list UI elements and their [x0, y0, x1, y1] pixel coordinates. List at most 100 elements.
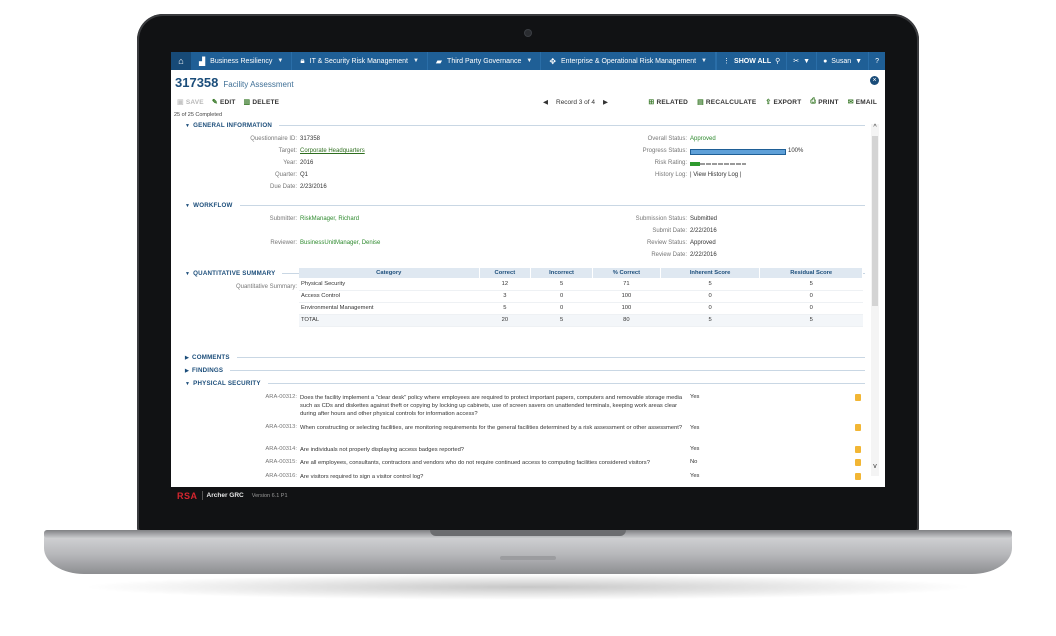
field-label: Due Date: [269, 184, 297, 190]
collapse-icon: ▼ [185, 380, 191, 387]
cell-residual: 0 [759, 290, 863, 303]
field-label: Review Status: [646, 240, 687, 246]
field-reviewer: Reviewer: BusinessUnitManager, Denise [211, 240, 380, 246]
scroll-down-icon[interactable]: v [873, 463, 877, 470]
recalculate-button[interactable]: ▤ RECALCULATE [697, 98, 757, 107]
field-label: Review Date: [651, 252, 687, 258]
nav-label: Third Party Governance [447, 57, 522, 65]
nav-enterprise-risk[interactable]: ✥ Enterprise & Operational Risk Manageme… [541, 52, 716, 70]
trash-icon: ▥ [243, 99, 251, 106]
question-answer: Yes [690, 394, 700, 400]
more-icon: ⋮ [723, 58, 731, 65]
scroll-thumb[interactable] [872, 136, 878, 306]
edit-button[interactable]: ✎ EDIT [212, 98, 236, 107]
save-icon: ▣ [177, 99, 184, 106]
column-header[interactable]: Inherent Score [660, 268, 761, 278]
footer-divider [201, 491, 203, 500]
question-answer: Yes [690, 473, 700, 479]
field-label: Year: [283, 160, 297, 166]
field-target: Target: Corporate Headquarters [211, 148, 365, 154]
risk-level-segment [690, 162, 700, 166]
section-title: QUANTITATIVE SUMMARY [193, 270, 276, 277]
column-header[interactable]: Incorrect [530, 268, 593, 278]
scroll-up-icon[interactable]: ^ [873, 124, 877, 131]
question-id[interactable]: ARA-00313: [265, 424, 297, 430]
prev-record-icon[interactable]: ◀ [543, 99, 548, 106]
note-icon[interactable] [855, 394, 861, 401]
note-icon[interactable] [855, 473, 861, 480]
home-button[interactable]: ⌂ [171, 52, 191, 70]
tools-button[interactable]: ✂ ▼ [786, 52, 816, 70]
field-label: Submit Date: [652, 228, 687, 234]
user-menu[interactable]: ● Susan ▼ [816, 52, 868, 70]
email-button[interactable]: ✉ EMAIL [848, 98, 877, 107]
related-button[interactable]: ⊞ RELATED [648, 98, 688, 107]
nav-business-resiliency[interactable]: ▟ Business Resiliency ▼ [191, 52, 293, 70]
submitter-link[interactable]: RiskManager, Richard [300, 216, 360, 222]
field-year: Year: 2016 [211, 160, 313, 166]
section-workflow[interactable]: ▼ WORKFLOW [185, 202, 865, 209]
camera-icon [525, 30, 531, 36]
field-overall-status: Overall Status: Approved [601, 136, 716, 142]
save-button[interactable]: ▣ SAVE [177, 98, 204, 107]
section-physical-security[interactable]: ▼ PHYSICAL SECURITY [185, 380, 865, 387]
question-row: ARA-00312: Does the facility implement a… [231, 394, 871, 418]
export-button[interactable]: ⇪ EXPORT [765, 98, 801, 107]
question-answer: Yes [690, 425, 700, 431]
column-header[interactable]: % Correct [592, 268, 661, 278]
field-questionnaire-id: Questionnaire ID: 317358 [211, 136, 320, 142]
print-button[interactable]: ⎙ PRINT [810, 98, 838, 106]
export-icon: ⇪ [765, 99, 772, 106]
question-text: When constructing or selecting facilitie… [300, 425, 683, 431]
recalculate-label: RECALCULATE [705, 98, 757, 106]
question-text: Are individuals not properly displaying … [300, 447, 465, 453]
section-findings[interactable]: ▶ FINDINGS [185, 367, 865, 374]
section-general[interactable]: ▼ GENERAL INFORMATION [185, 122, 865, 129]
field-value: Approved [690, 136, 716, 142]
app-footer: RSA Archer GRC Version 6.1 P1 [171, 487, 885, 504]
delete-button[interactable]: ▥ DELETE [243, 98, 280, 107]
column-header[interactable]: Category [299, 268, 480, 278]
tools-icon: ✂ [793, 58, 800, 65]
cell-pct: 71 [592, 278, 661, 291]
nav-third-party[interactable]: ▰ Third Party Governance ▼ [428, 52, 542, 70]
question-id[interactable]: ARA-00312: [265, 394, 297, 400]
calculator-icon: ▤ [697, 99, 704, 106]
history-log-link[interactable]: | View History Log | [690, 172, 742, 178]
cell-correct: 20 [479, 314, 531, 327]
field-risk-rating: Risk Rating: [601, 160, 746, 166]
close-icon[interactable]: × [870, 76, 879, 85]
target-link[interactable]: Corporate Headquarters [300, 148, 365, 154]
collapse-icon: ▼ [185, 270, 191, 277]
note-icon[interactable] [855, 446, 861, 453]
note-icon[interactable] [855, 424, 861, 431]
section-comments[interactable]: ▶ COMMENTS [185, 354, 865, 361]
content-scrollbar[interactable]: ^ v [871, 124, 879, 476]
table-row: Physical Security 12 5 71 5 5 [299, 278, 863, 291]
column-header[interactable]: Residual Score [759, 268, 863, 278]
field-label: Submission Status: [635, 216, 687, 222]
note-icon[interactable] [855, 459, 861, 466]
nav-it-security[interactable]: 🔒︎ IT & Security Risk Management ▼ [292, 52, 428, 70]
next-record-icon[interactable]: ▶ [603, 99, 609, 106]
reviewer-link[interactable]: BusinessUnitManager, Denise [300, 240, 381, 246]
field-submit-date: Submit Date: 2/22/2016 [601, 228, 716, 234]
field-due-date: Due Date: 2/23/2016 [211, 184, 327, 190]
field-label: Submitter: [269, 216, 297, 222]
field-label: Target: [278, 148, 297, 154]
show-all-button[interactable]: ⋮ SHOW ALL ⚲ [716, 52, 786, 70]
question-id[interactable]: ARA-00315: [265, 459, 297, 465]
question-id[interactable]: ARA-00316: [265, 473, 297, 479]
field-submission-status: Submission Status: Submitted [601, 216, 717, 222]
quant-summary-table: Category Correct Incorrect % Correct Inh… [299, 268, 863, 327]
nav-label: Enterprise & Operational Risk Management [561, 57, 697, 65]
truck-icon: ▰ [435, 56, 443, 66]
nav-label: IT & Security Risk Management [309, 57, 408, 65]
chevron-down-icon: ▼ [855, 57, 863, 65]
section-quantitative[interactable]: ▼ QUANTITATIVE SUMMARY [185, 270, 865, 277]
field-progress-status: Progress Status: 100% [601, 148, 803, 155]
help-button[interactable]: ? [868, 52, 885, 70]
cell-incorrect: 5 [530, 314, 593, 327]
question-id[interactable]: ARA-00314: [265, 446, 297, 452]
column-header[interactable]: Correct [479, 268, 532, 278]
